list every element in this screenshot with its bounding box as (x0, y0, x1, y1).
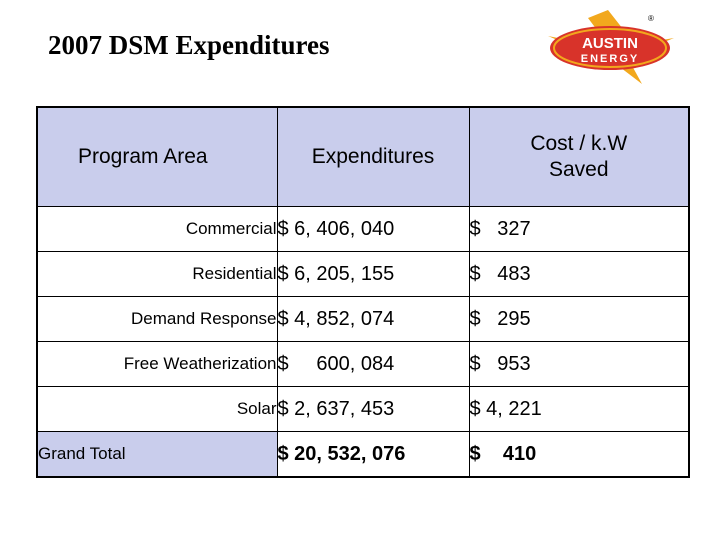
slide-title: 2007 DSM Expenditures (48, 30, 330, 60)
row-expenditures: $ 6, 406, 040 (276, 206, 470, 252)
row-cost: $ 483 (468, 251, 690, 297)
table-total-row: Grand Total $ 20, 532, 076 $ 410 (36, 431, 690, 478)
row-cost: $ 327 (468, 206, 690, 252)
logo-line1: AUSTIN (582, 35, 638, 52)
header-cost-per-kw-text: Cost / k.W Saved (530, 131, 628, 181)
row-cost: $ 4, 221 (468, 386, 690, 432)
row-area: Demand Response (36, 296, 278, 342)
total-cost: $ 410 (468, 431, 690, 478)
row-cost: $ 295 (468, 296, 690, 342)
table-row: Demand Response $ 4, 852, 074 $ 295 (36, 296, 690, 342)
registered-mark: ® (648, 14, 654, 23)
table-row: Free Weatherization $ 600, 084 $ 953 (36, 341, 690, 387)
row-expenditures: $ 600, 084 (276, 341, 470, 387)
row-area: Commercial (36, 206, 278, 252)
austin-energy-logo: AUSTIN ENERGY (548, 10, 674, 84)
row-area: Free Weatherization (36, 341, 278, 387)
row-area: Solar (36, 386, 278, 432)
row-area: Residential (36, 251, 278, 297)
header-program-area: Program Area (36, 106, 278, 207)
header-cost-per-kw: Cost / k.W Saved (468, 106, 690, 207)
table-header-row: Program Area Expenditures Cost / k.W Sav… (36, 106, 690, 207)
header-expenditures: Expenditures (276, 106, 470, 207)
table-row: Commercial $ 6, 406, 040 $ 327 (36, 206, 690, 252)
total-area: Grand Total (36, 431, 278, 478)
table-row: Residential $ 6, 205, 155 $ 483 (36, 251, 690, 297)
table-row: Solar $ 2, 637, 453 $ 4, 221 (36, 386, 690, 432)
total-expenditures: $ 20, 532, 076 (276, 431, 470, 478)
row-expenditures: $ 6, 205, 155 (276, 251, 470, 297)
row-expenditures: $ 2, 637, 453 (276, 386, 470, 432)
row-expenditures: $ 4, 852, 074 (276, 296, 470, 342)
row-cost: $ 953 (468, 341, 690, 387)
logo-line2: ENERGY (581, 53, 639, 65)
dsm-expenditures-table: Program Area Expenditures Cost / k.W Sav… (36, 106, 690, 478)
